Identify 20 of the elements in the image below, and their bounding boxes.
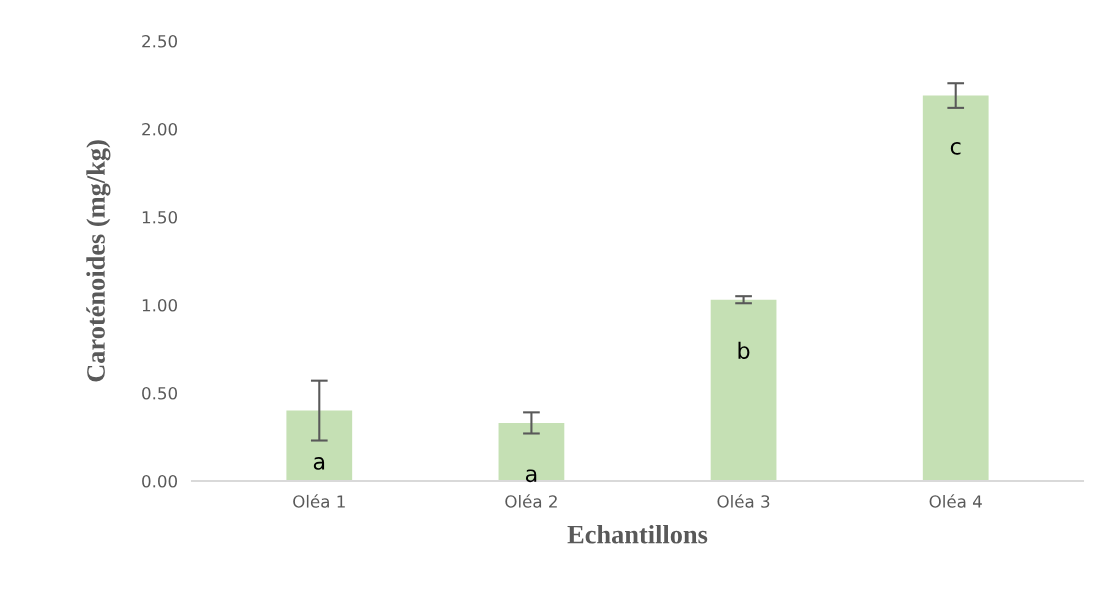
x-tick-label: Oléa 2 <box>505 494 557 508</box>
y-tick-label: 0.00 <box>142 474 177 488</box>
bar <box>710 299 777 481</box>
data-label: c <box>950 142 961 155</box>
data-label: b <box>738 341 750 359</box>
y-tick-label: 1.00 <box>142 298 177 312</box>
bar <box>922 95 989 481</box>
y-tick-label: 2.50 <box>142 34 177 48</box>
bar <box>498 422 565 481</box>
x-tick-label: Oléa 3 <box>717 494 770 508</box>
y-tick-label: 0.50 <box>142 386 177 400</box>
x-axis-title: Echantillons <box>567 524 708 544</box>
data-label: a <box>313 457 325 470</box>
data-label: a <box>525 469 537 483</box>
y-tick-label: 1.50 <box>142 210 177 224</box>
x-tick-label: Oléa 1 <box>293 494 345 508</box>
y-axis-title: Caroténoides (mg/kg) <box>86 140 111 382</box>
y-tick-label: 2.00 <box>142 122 177 136</box>
bar <box>286 410 353 481</box>
x-tick-label: Oléa 4 <box>929 494 982 508</box>
